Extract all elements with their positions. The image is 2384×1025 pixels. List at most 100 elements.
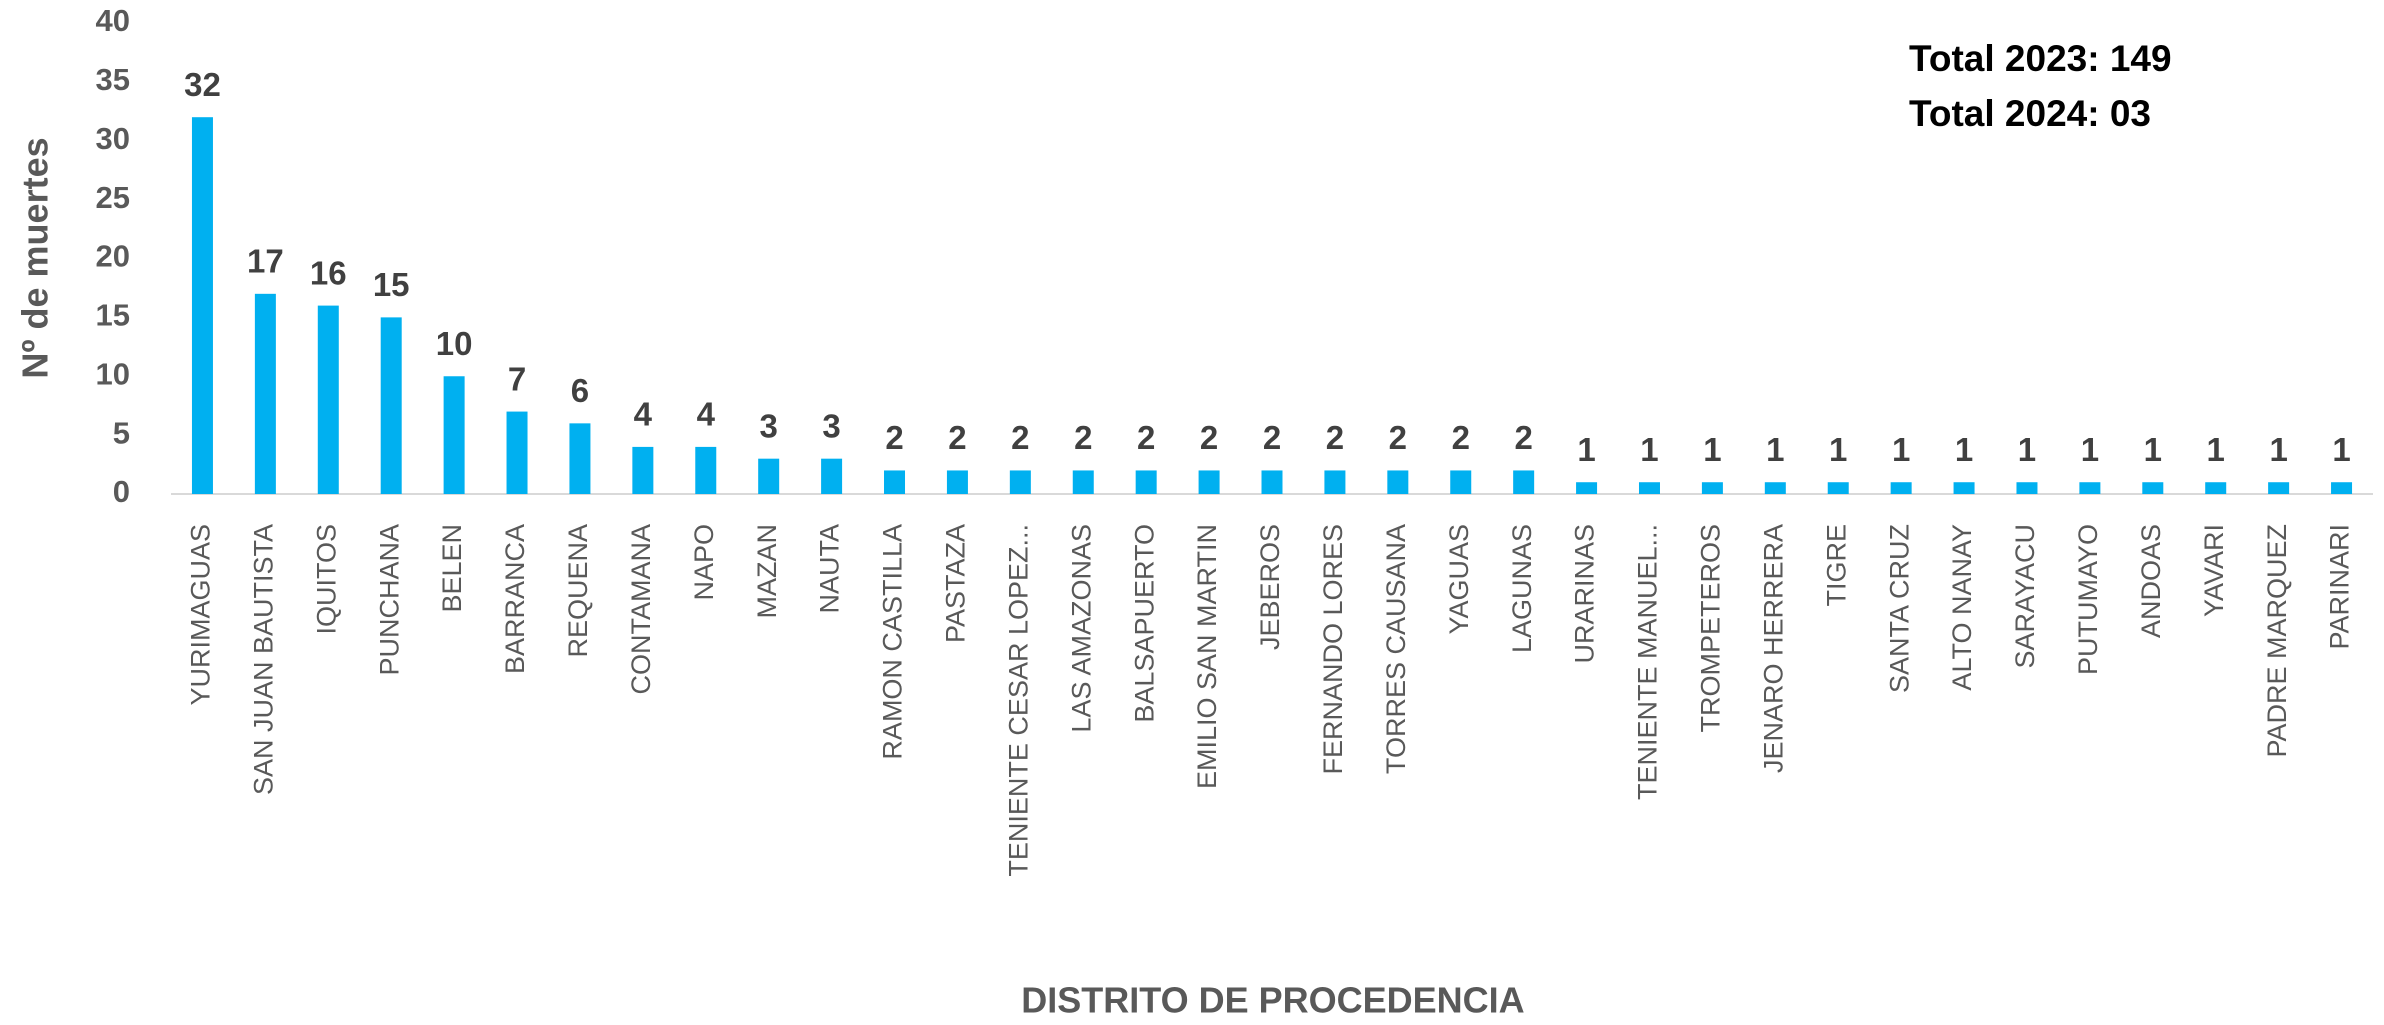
annotation: Total 2024: 03 xyxy=(1909,93,2151,134)
bar xyxy=(1198,470,1220,494)
bar xyxy=(946,470,968,494)
bar xyxy=(380,317,402,494)
value-label: 2 xyxy=(1074,419,1092,456)
value-label: 1 xyxy=(2081,431,2099,468)
bar xyxy=(2331,482,2353,494)
bar xyxy=(1953,482,1975,494)
bar xyxy=(884,470,906,494)
x-tick-label: LAS AMAZONAS xyxy=(1066,524,1096,733)
bar xyxy=(1450,470,1472,494)
value-label: 2 xyxy=(1200,419,1218,456)
value-label: 1 xyxy=(1766,431,1784,468)
value-label: 15 xyxy=(373,266,410,303)
bar xyxy=(1513,470,1535,494)
value-label: 2 xyxy=(1137,419,1155,456)
value-label: 2 xyxy=(1263,419,1281,456)
bar xyxy=(2268,482,2290,494)
bar xyxy=(1701,482,1723,494)
x-tick-label: JEBEROS xyxy=(1255,524,1285,650)
x-tick-label: TENIENTE CESAR LOPEZ... xyxy=(1003,524,1033,877)
x-tick-label: CONTAMANA xyxy=(626,524,656,695)
bar xyxy=(1638,482,1660,494)
x-tick-label: TROMPETEROS xyxy=(1696,524,1726,733)
y-tick-label: 20 xyxy=(96,239,130,274)
bar xyxy=(2016,482,2038,494)
x-tick-label: MAZAN xyxy=(752,524,782,619)
value-label: 7 xyxy=(508,360,526,397)
bar xyxy=(758,458,780,494)
x-tick-label: PUNCHANA xyxy=(374,524,404,676)
bar xyxy=(695,446,717,494)
y-tick-label: 0 xyxy=(113,474,130,509)
bar xyxy=(1890,482,1912,494)
x-tick-label: BALSAPUERTO xyxy=(1129,524,1159,723)
x-tick-label: NAPO xyxy=(689,524,719,601)
bar xyxy=(632,446,654,494)
bar xyxy=(1827,482,1849,494)
x-tick-label: SANTA CRUZ xyxy=(1884,524,1914,693)
bar xyxy=(2142,482,2164,494)
y-tick-label: 5 xyxy=(113,415,130,450)
x-tick-label: YURIMAGUAS xyxy=(186,524,216,706)
x-tick-label: EMILIO SAN MARTIN xyxy=(1192,524,1222,789)
x-tick-label: PUTUMAYO xyxy=(2073,524,2103,675)
bar xyxy=(191,117,213,494)
x-tick-label: ANDOAS xyxy=(2136,524,2166,638)
x-tick-label: PASTAZA xyxy=(941,524,971,643)
y-tick-label: 15 xyxy=(96,298,130,333)
value-label: 32 xyxy=(184,66,221,103)
bar xyxy=(1387,470,1409,494)
value-label: 16 xyxy=(310,254,347,291)
bar xyxy=(1576,482,1598,494)
value-label: 2 xyxy=(1011,419,1029,456)
x-tick-label: PARINARI xyxy=(2325,524,2355,650)
value-label: 4 xyxy=(697,396,716,433)
x-axis-title: DISTRITO DE PROCEDENCIA xyxy=(1021,980,1524,1021)
bar xyxy=(569,423,591,494)
y-tick-label: 25 xyxy=(96,180,130,215)
x-tick-label: REQUENA xyxy=(563,524,593,658)
y-tick-label: 30 xyxy=(96,121,130,156)
value-label: 1 xyxy=(1829,431,1847,468)
bar xyxy=(317,305,339,494)
x-tick-label: PADRE MARQUEZ xyxy=(2262,524,2292,758)
x-tick-label: YAGUAS xyxy=(1444,524,1474,635)
y-tick-label: 40 xyxy=(96,3,130,38)
bar xyxy=(443,376,465,494)
bar xyxy=(1764,482,1786,494)
value-label: 2 xyxy=(1514,419,1532,456)
value-label: 10 xyxy=(436,325,473,362)
value-label: 17 xyxy=(247,243,284,280)
value-label: 6 xyxy=(571,372,589,409)
value-label: 1 xyxy=(1703,431,1721,468)
bar xyxy=(1009,470,1031,494)
x-tick-label: JENARO HERRERA xyxy=(1758,524,1788,773)
x-tick-label: SAN JUAN BAUTISTA xyxy=(248,524,278,795)
annotation: Total 2023: 149 xyxy=(1909,38,2172,79)
x-tick-label: SARAYACU xyxy=(2010,524,2040,669)
x-tick-label: IQUITOS xyxy=(311,524,341,635)
y-tick-label: 10 xyxy=(96,356,130,391)
value-label: 2 xyxy=(1326,419,1344,456)
bar xyxy=(254,293,276,494)
x-tick-label: RAMON CASTILLA xyxy=(878,524,908,760)
bar xyxy=(1261,470,1283,494)
value-label: 2 xyxy=(885,419,903,456)
value-label: 1 xyxy=(2269,431,2287,468)
value-label: 1 xyxy=(1577,431,1595,468)
value-label: 1 xyxy=(2018,431,2036,468)
value-label: 1 xyxy=(2144,431,2162,468)
x-tick-label: YAVARI xyxy=(2199,524,2229,617)
x-tick-label: TIGRE xyxy=(1821,524,1851,607)
bar xyxy=(1135,470,1157,494)
x-tick-label: NAUTA xyxy=(815,524,845,614)
x-tick-label: FERNANDO LORES xyxy=(1318,524,1348,775)
bar xyxy=(1072,470,1094,494)
bar xyxy=(506,411,528,494)
x-tick-label: BARRANCA xyxy=(500,524,530,674)
value-label: 2 xyxy=(1452,419,1470,456)
value-label: 1 xyxy=(1955,431,1973,468)
bar xyxy=(2205,482,2227,494)
x-tick-label: TENIENTE MANUEL... xyxy=(1633,524,1663,800)
value-label: 1 xyxy=(1892,431,1910,468)
